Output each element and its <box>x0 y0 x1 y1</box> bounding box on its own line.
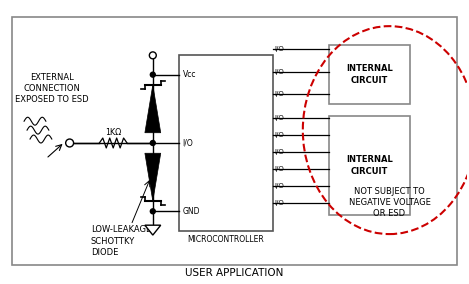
Text: EXTERNAL
CONNECTION
EXPOSED TO ESD: EXTERNAL CONNECTION EXPOSED TO ESD <box>15 73 89 104</box>
Text: I/O: I/O <box>275 149 284 155</box>
Text: GND: GND <box>182 207 200 216</box>
Text: CIRCUIT: CIRCUIT <box>351 76 388 85</box>
Text: I/O: I/O <box>182 139 193 147</box>
Circle shape <box>151 141 155 145</box>
Circle shape <box>66 139 74 147</box>
Text: I/O: I/O <box>275 115 284 121</box>
Text: USER APPLICATION: USER APPLICATION <box>185 268 283 278</box>
Text: MICROCONTROLLER: MICROCONTROLLER <box>187 235 264 244</box>
Text: NOT SUBJECT TO
NEGATIVE VOLTAGE
OR ESD: NOT SUBJECT TO NEGATIVE VOLTAGE OR ESD <box>348 187 431 218</box>
Polygon shape <box>145 225 161 235</box>
Text: INTERNAL: INTERNAL <box>346 155 393 164</box>
Text: I/O: I/O <box>275 201 284 206</box>
Text: I/O: I/O <box>275 91 284 97</box>
Text: INTERNAL: INTERNAL <box>346 64 393 73</box>
Text: LOW-LEAKAGE
SCHOTTKY
DIODE: LOW-LEAKAGE SCHOTTKY DIODE <box>91 225 151 257</box>
Text: I/O: I/O <box>275 132 284 138</box>
Text: Vᴄᴄ: Vᴄᴄ <box>182 70 196 79</box>
Text: I/O: I/O <box>275 69 284 75</box>
Polygon shape <box>145 85 161 133</box>
Text: I/O: I/O <box>275 166 284 172</box>
Circle shape <box>149 52 156 59</box>
Text: I/O: I/O <box>275 183 284 189</box>
Circle shape <box>151 72 155 77</box>
Text: I/O: I/O <box>275 46 284 52</box>
Text: 1KΩ: 1KΩ <box>105 128 121 137</box>
Circle shape <box>151 209 155 214</box>
Text: CIRCUIT: CIRCUIT <box>351 167 388 176</box>
Polygon shape <box>145 153 161 201</box>
